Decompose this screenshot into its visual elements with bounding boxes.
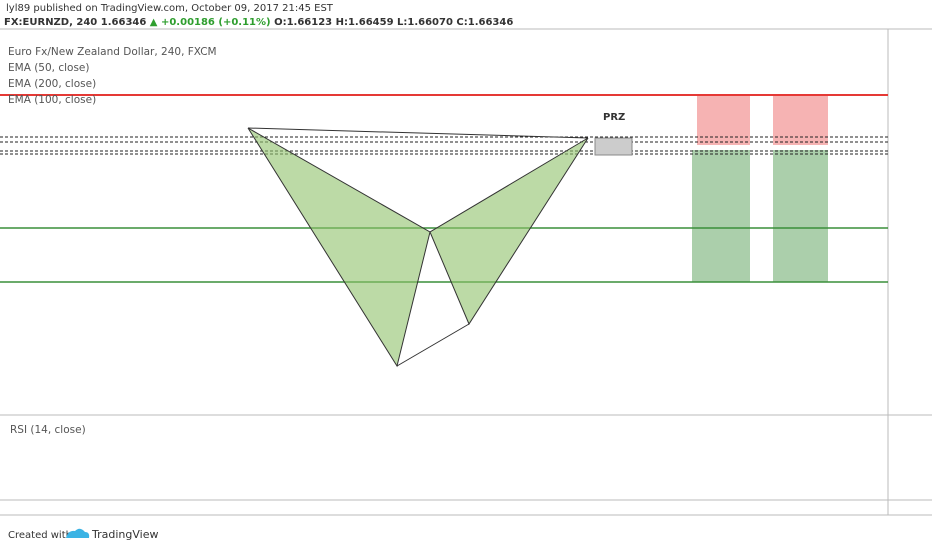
- legend-ema: EMA (100, close): [8, 94, 96, 106]
- footer-created: Created with: [8, 530, 72, 541]
- pattern-bcd: [429, 137, 589, 326]
- footer-brand: TradingView: [91, 528, 158, 541]
- rsi-title: RSI (14, close): [10, 424, 86, 436]
- pattern-xab: [247, 127, 431, 368]
- legend-symbol: Euro Fx/New Zealand Dollar, 240, FXCM: [8, 46, 217, 58]
- change: ▲ +0.00186 (+0.11%): [150, 17, 271, 28]
- prz-label: PRZ: [603, 112, 625, 123]
- reward-zone: [773, 150, 828, 282]
- logo: [66, 528, 90, 538]
- xd-line: [247, 127, 589, 139]
- ohlc: O:1.66123 H:1.66459 L:1.66070 C:1.66346: [274, 17, 513, 28]
- legend-ema: EMA (200, close): [8, 78, 96, 90]
- symbol: FX:EURNZD, 240: [4, 17, 97, 28]
- publish-line: lyl89 published on TradingView.com, Octo…: [6, 3, 334, 14]
- legend-ema: EMA (50, close): [8, 62, 90, 74]
- reward-zone: [692, 150, 750, 282]
- price: 1.66346: [101, 17, 147, 28]
- ac-line: [396, 323, 470, 367]
- symbol-line: FX:EURNZD, 240 1.66346 ▲ +0.00186 (+0.11…: [4, 17, 513, 28]
- prz-box: [594, 137, 633, 156]
